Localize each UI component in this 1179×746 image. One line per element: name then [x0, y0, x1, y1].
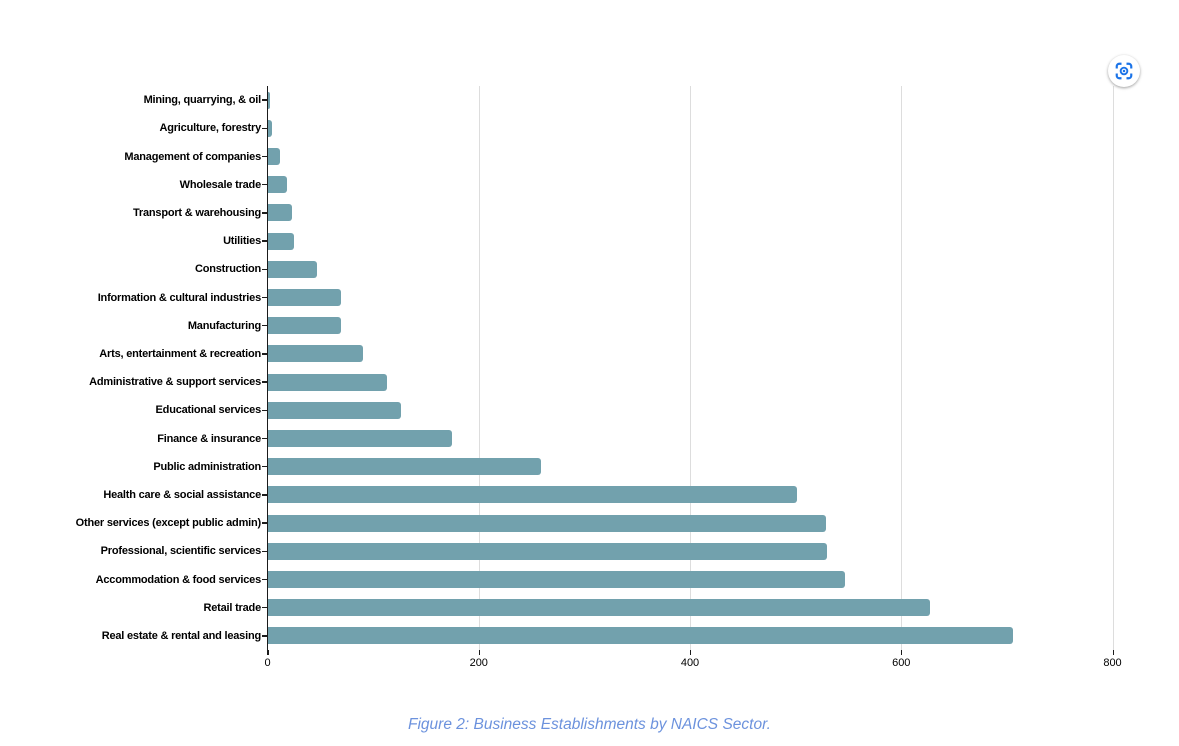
y-axis-tick: [262, 99, 267, 101]
x-axis-tick: [267, 650, 269, 655]
y-axis-tick: [262, 381, 267, 383]
x-gridline: [690, 86, 691, 650]
category-label: Mining, quarrying, & oil: [143, 94, 262, 107]
bar: [267, 599, 930, 617]
category-label: Educational services: [155, 404, 262, 417]
bar: [267, 345, 363, 363]
lens-button[interactable]: [1108, 55, 1140, 87]
category-label: Manufacturing: [187, 319, 261, 332]
y-axis-tick: [262, 127, 267, 129]
category-label: Finance & insurance: [157, 432, 261, 445]
y-axis-tick: [262, 607, 267, 609]
x-tick-label: 0: [264, 657, 271, 669]
category-label: Retail trade: [203, 601, 261, 614]
y-axis-tick: [262, 437, 267, 440]
bar: [267, 317, 342, 335]
lens-icon: [1115, 62, 1133, 80]
category-label: Other services (except public admin): [75, 517, 262, 530]
y-axis-tick: [262, 494, 267, 496]
category-label: Professional, scientific services: [100, 545, 262, 558]
category-label: Arts, entertainment & recreation: [99, 347, 261, 360]
y-axis-tick: [262, 184, 267, 186]
bar: [267, 486, 797, 504]
y-axis-tick: [262, 268, 267, 270]
category-label: Construction: [194, 263, 261, 276]
x-axis-tick: [478, 650, 480, 655]
bar: [267, 571, 846, 588]
bar: [267, 289, 342, 306]
bar: [267, 148, 281, 165]
bar: [267, 401, 401, 419]
bar: [267, 514, 827, 532]
y-axis-line: [266, 86, 269, 655]
y-axis-tick: [262, 212, 267, 214]
y-axis-tick: [262, 155, 267, 158]
x-axis-tick: [690, 650, 691, 655]
bar: [267, 430, 453, 447]
bar: [267, 176, 287, 194]
category-label: Administrative & support services: [89, 376, 261, 389]
y-axis-tick: [262, 578, 267, 581]
bar: [267, 204, 292, 222]
y-axis-tick: [262, 325, 267, 327]
bar: [267, 458, 542, 476]
category-label: Agriculture, forestry: [159, 122, 261, 135]
category-label: Wholesale trade: [179, 178, 262, 191]
y-axis-tick: [262, 466, 267, 468]
y-axis-tick: [262, 296, 267, 299]
y-axis-tick: [262, 353, 267, 355]
bar: [267, 119, 272, 137]
category-label: Utilities: [223, 235, 261, 248]
bar: [267, 232, 294, 250]
x-axis-tick: [1112, 650, 1114, 655]
x-gridline: [901, 86, 903, 650]
y-axis-tick: [262, 550, 267, 552]
x-tick-label: 400: [680, 657, 700, 669]
x-tick-label: 600: [892, 657, 911, 669]
x-gridline: [1112, 86, 1114, 650]
bar: [267, 627, 1014, 645]
y-axis-tick: [262, 635, 267, 637]
category-label: Information & cultural industries: [97, 291, 262, 304]
category-label: Accommodation & food services: [95, 573, 262, 586]
y-axis-tick: [262, 240, 267, 242]
x-tick-label: 200: [469, 657, 488, 669]
x-tick-label: 800: [1103, 657, 1122, 669]
y-axis-tick: [262, 409, 267, 411]
bar: [267, 373, 387, 391]
figure-caption: Figure 2: Business Establishments by NAI…: [408, 716, 771, 733]
category-label: Public administration: [153, 460, 261, 473]
x-gridline: [478, 86, 480, 650]
category-label: Management of companies: [124, 150, 261, 163]
category-label: Transport & warehousing: [132, 206, 261, 219]
bar: [267, 542, 828, 560]
bar: [267, 91, 270, 109]
bar: [267, 260, 318, 278]
x-axis-tick: [901, 650, 903, 655]
y-axis-tick: [262, 522, 267, 524]
category-label: Real estate & rental and leasing: [101, 629, 261, 642]
category-label: Health care & social assistance: [103, 488, 261, 501]
